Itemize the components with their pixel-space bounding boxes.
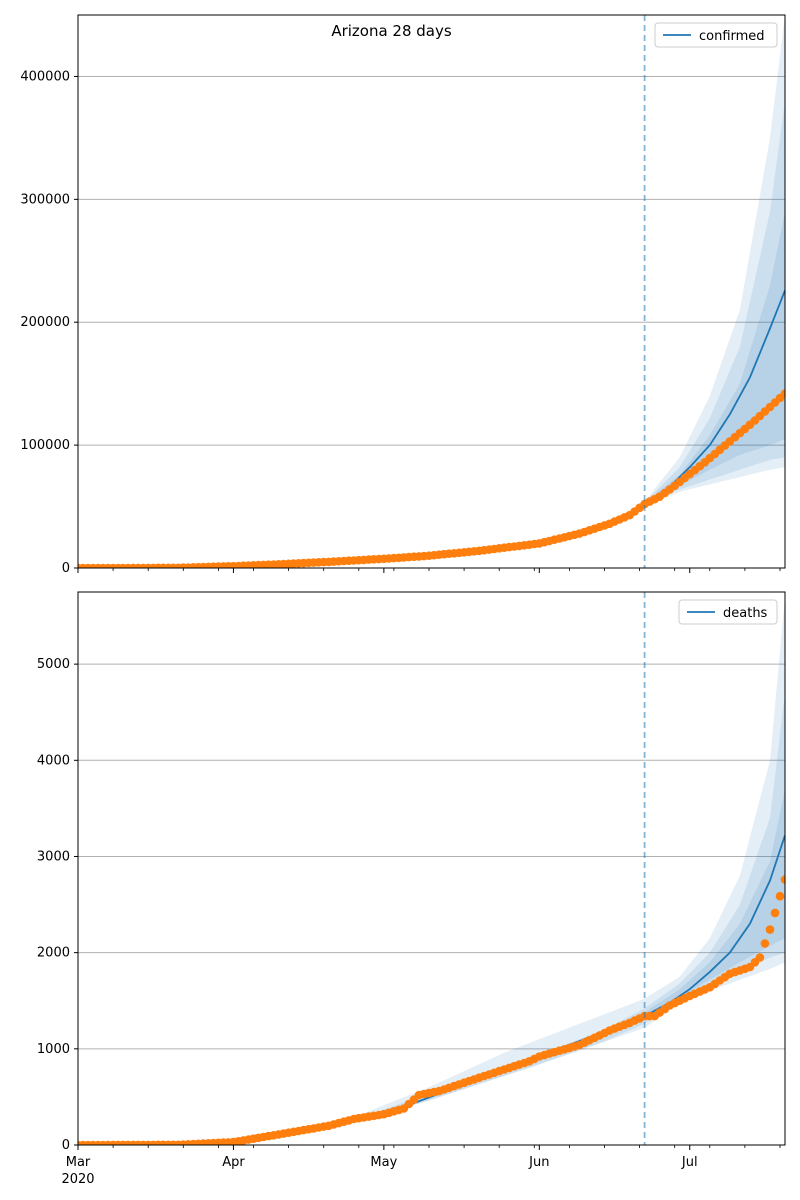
- x-tick-label: Mar: [66, 1155, 91, 1170]
- plot-area-deaths: [78, 596, 785, 1145]
- uncertainty-band-2: [644, 211, 785, 505]
- chart-title: Arizona 28 days: [331, 22, 452, 40]
- legend-confirmed: confirmed: [654, 22, 778, 48]
- y-tick-label: 2000: [37, 946, 70, 961]
- y-tick-label: 0: [62, 1138, 70, 1153]
- y-tick-label: 3000: [37, 849, 70, 864]
- y-tick-label: 300000: [20, 192, 70, 207]
- model-line-confirmed: [78, 289, 785, 568]
- observed-point: [755, 953, 765, 962]
- observed-point: [780, 875, 785, 884]
- axes-frame: [77, 591, 786, 1146]
- uncertainty-band-0: [644, 15, 785, 507]
- y-tick-label: 1000: [37, 1042, 70, 1057]
- x-tick-label: May: [370, 1155, 397, 1170]
- uncertainty-band-1: [644, 101, 785, 506]
- legend-deaths: deaths: [678, 599, 778, 625]
- x-tick-label: Jun: [528, 1155, 549, 1170]
- uncertainty-band-2: [644, 789, 785, 1020]
- observed-point: [770, 908, 780, 918]
- y-tick-label: 4000: [37, 753, 70, 768]
- panel-confirmed: 0 100000 200000 300000 400000 Arizona 28 days…: [20, 14, 786, 576]
- y-tick-label: 100000: [20, 438, 70, 453]
- legend-box: [678, 599, 778, 625]
- panel-deaths: 0 1000 2000 3000 4000 5000 Mar Apr May Jun Jul 2020…: [37, 591, 786, 1187]
- y-tick-label: 5000: [37, 657, 70, 672]
- y-tick-label: 400000: [20, 69, 70, 84]
- observed-point: [765, 925, 775, 934]
- legend-box: [654, 22, 778, 48]
- x-tick-label: Jul: [681, 1155, 698, 1170]
- y-tick-label: 200000: [20, 315, 70, 330]
- uncertainty-band-0: [353, 596, 785, 1122]
- x-tick-label: Apr: [222, 1155, 245, 1170]
- observed-point: [760, 939, 770, 948]
- axes-frame: [77, 14, 786, 569]
- legend-label: deaths: [723, 606, 768, 621]
- x-year-label: 2020: [61, 1172, 94, 1187]
- observed-point: [780, 389, 785, 398]
- plot-area-confirmed: [78, 15, 785, 568]
- observed-point: [775, 891, 785, 901]
- uncertainty-band-1: [378, 693, 785, 1117]
- legend-label: confirmed: [699, 29, 765, 44]
- y-tick-label: 0: [62, 561, 70, 576]
